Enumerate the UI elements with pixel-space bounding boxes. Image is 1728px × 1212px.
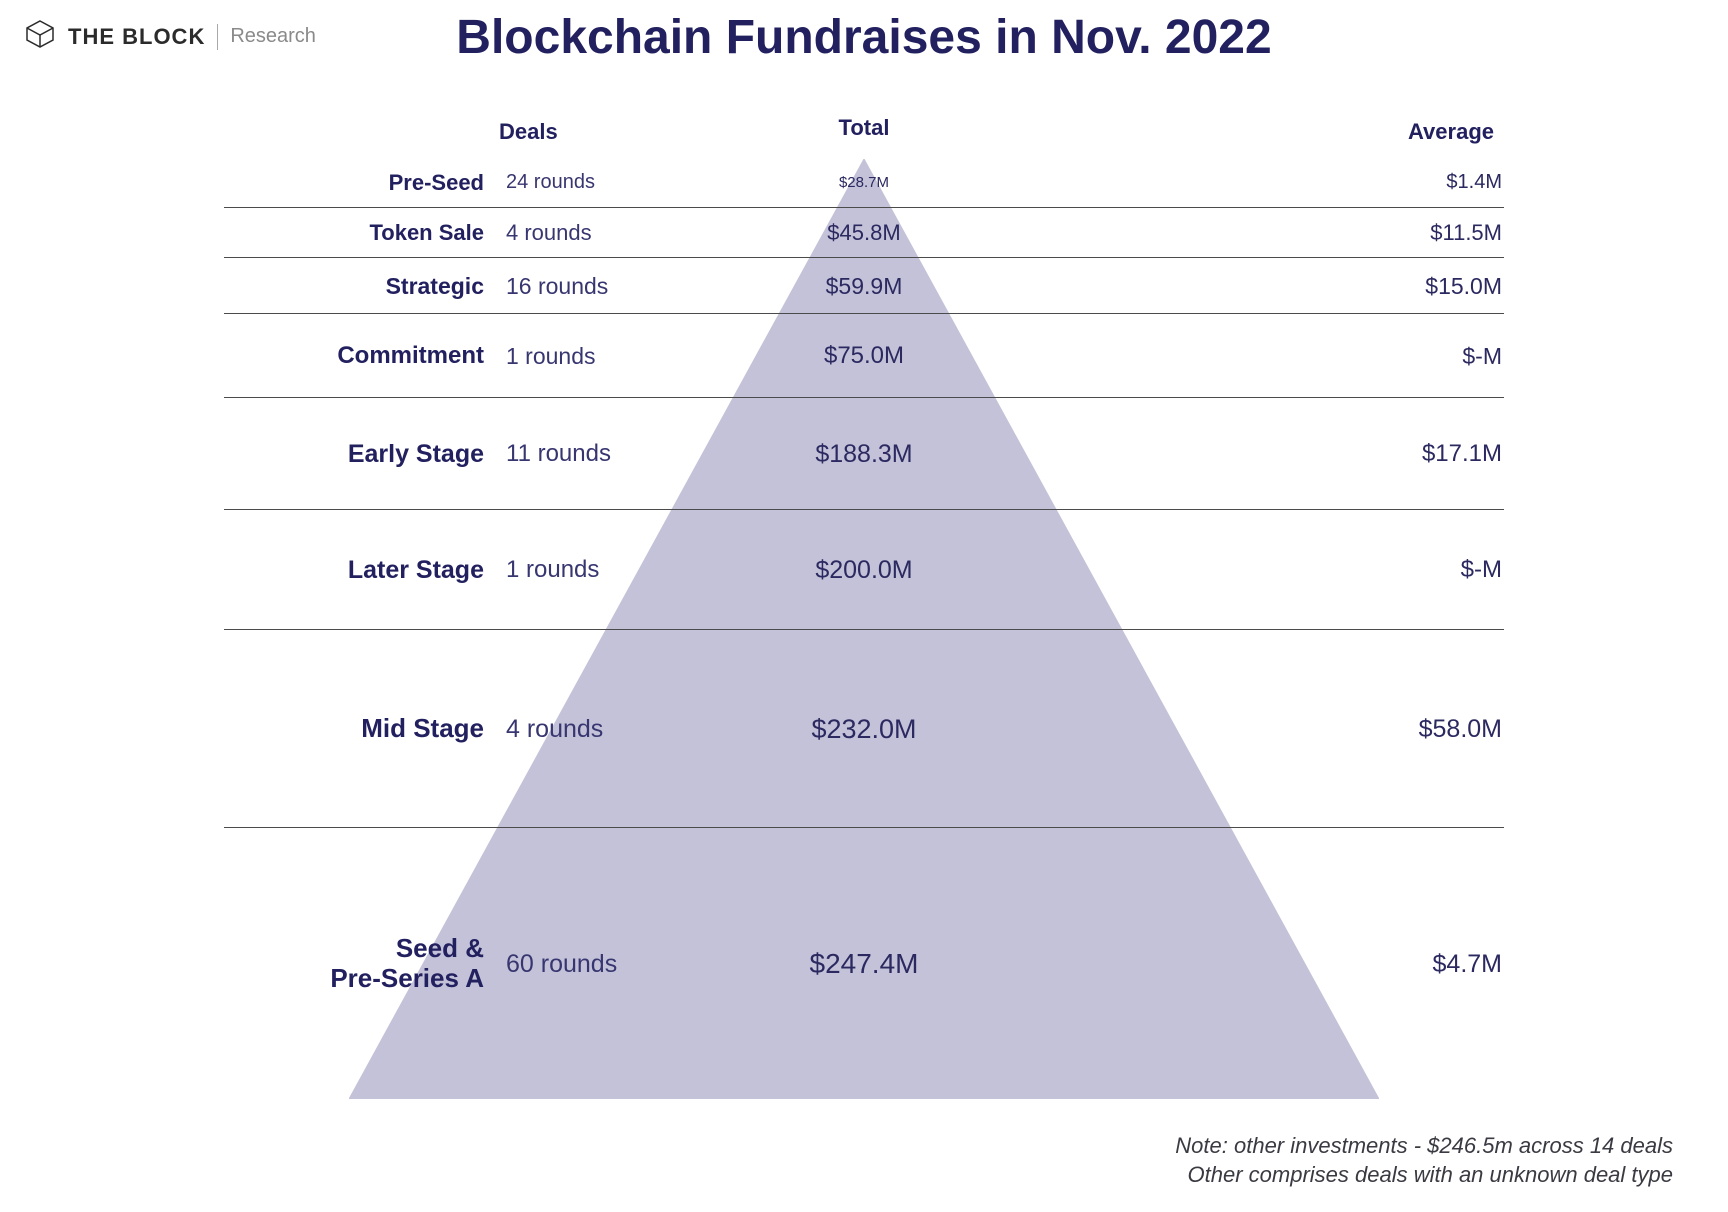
page-title: Blockchain Fundraises in Nov. 2022 xyxy=(0,10,1728,65)
pyramid-row: Later Stage1 rounds$200.0M$-M xyxy=(224,509,1504,629)
footnote: Note: other investments - $246.5m across… xyxy=(1175,1131,1673,1190)
pyramid-row: Strategic16 rounds$59.9M$15.0M xyxy=(224,257,1504,313)
pyramid-row: Early Stage11 rounds$188.3M$17.1M xyxy=(224,397,1504,509)
row-total: $45.8M xyxy=(224,220,1504,246)
header-average: Average xyxy=(1408,119,1494,145)
header-total: Total xyxy=(224,115,1504,141)
row-total: $188.3M xyxy=(224,440,1504,469)
row-total: $59.9M xyxy=(224,273,1504,300)
row-total: $28.7M xyxy=(224,174,1504,191)
row-total: $200.0M xyxy=(224,556,1504,585)
column-headers: Deals Total Average xyxy=(224,115,1504,159)
row-average: $58.0M xyxy=(1342,715,1502,744)
pyramid-row: Commitment1 rounds$75.0M$-M xyxy=(224,313,1504,397)
row-average: $17.1M xyxy=(1342,440,1502,468)
row-average: $-M xyxy=(1342,556,1502,584)
row-total: $247.4M xyxy=(224,948,1504,980)
pyramid-row: Token Sale4 rounds$45.8M$11.5M xyxy=(224,207,1504,257)
pyramid-row: Seed &Pre-Series A60 rounds$247.4M$4.7M xyxy=(224,827,1504,1099)
row-average: $11.5M xyxy=(1342,220,1502,246)
row-average: $4.7M xyxy=(1342,950,1502,979)
pyramid-row: Mid Stage4 rounds$232.0M$58.0M xyxy=(224,629,1504,827)
pyramid-row: Pre-Seed24 rounds$28.7M$1.4M xyxy=(224,159,1504,207)
row-average: $-M xyxy=(1342,343,1502,370)
pyramid-canvas: Deals Total Average Pre-Seed24 rounds$28… xyxy=(224,115,1504,1125)
footnote-line-2: Other comprises deals with an unknown de… xyxy=(1175,1160,1673,1190)
row-average: $1.4M xyxy=(1342,171,1502,194)
row-total: $75.0M xyxy=(224,342,1504,370)
footnote-line-1: Note: other investments - $246.5m across… xyxy=(1175,1131,1673,1161)
pyramid-area: Pre-Seed24 rounds$28.7M$1.4MToken Sale4 … xyxy=(224,159,1504,1099)
row-total: $232.0M xyxy=(224,714,1504,745)
row-average: $15.0M xyxy=(1342,273,1502,300)
